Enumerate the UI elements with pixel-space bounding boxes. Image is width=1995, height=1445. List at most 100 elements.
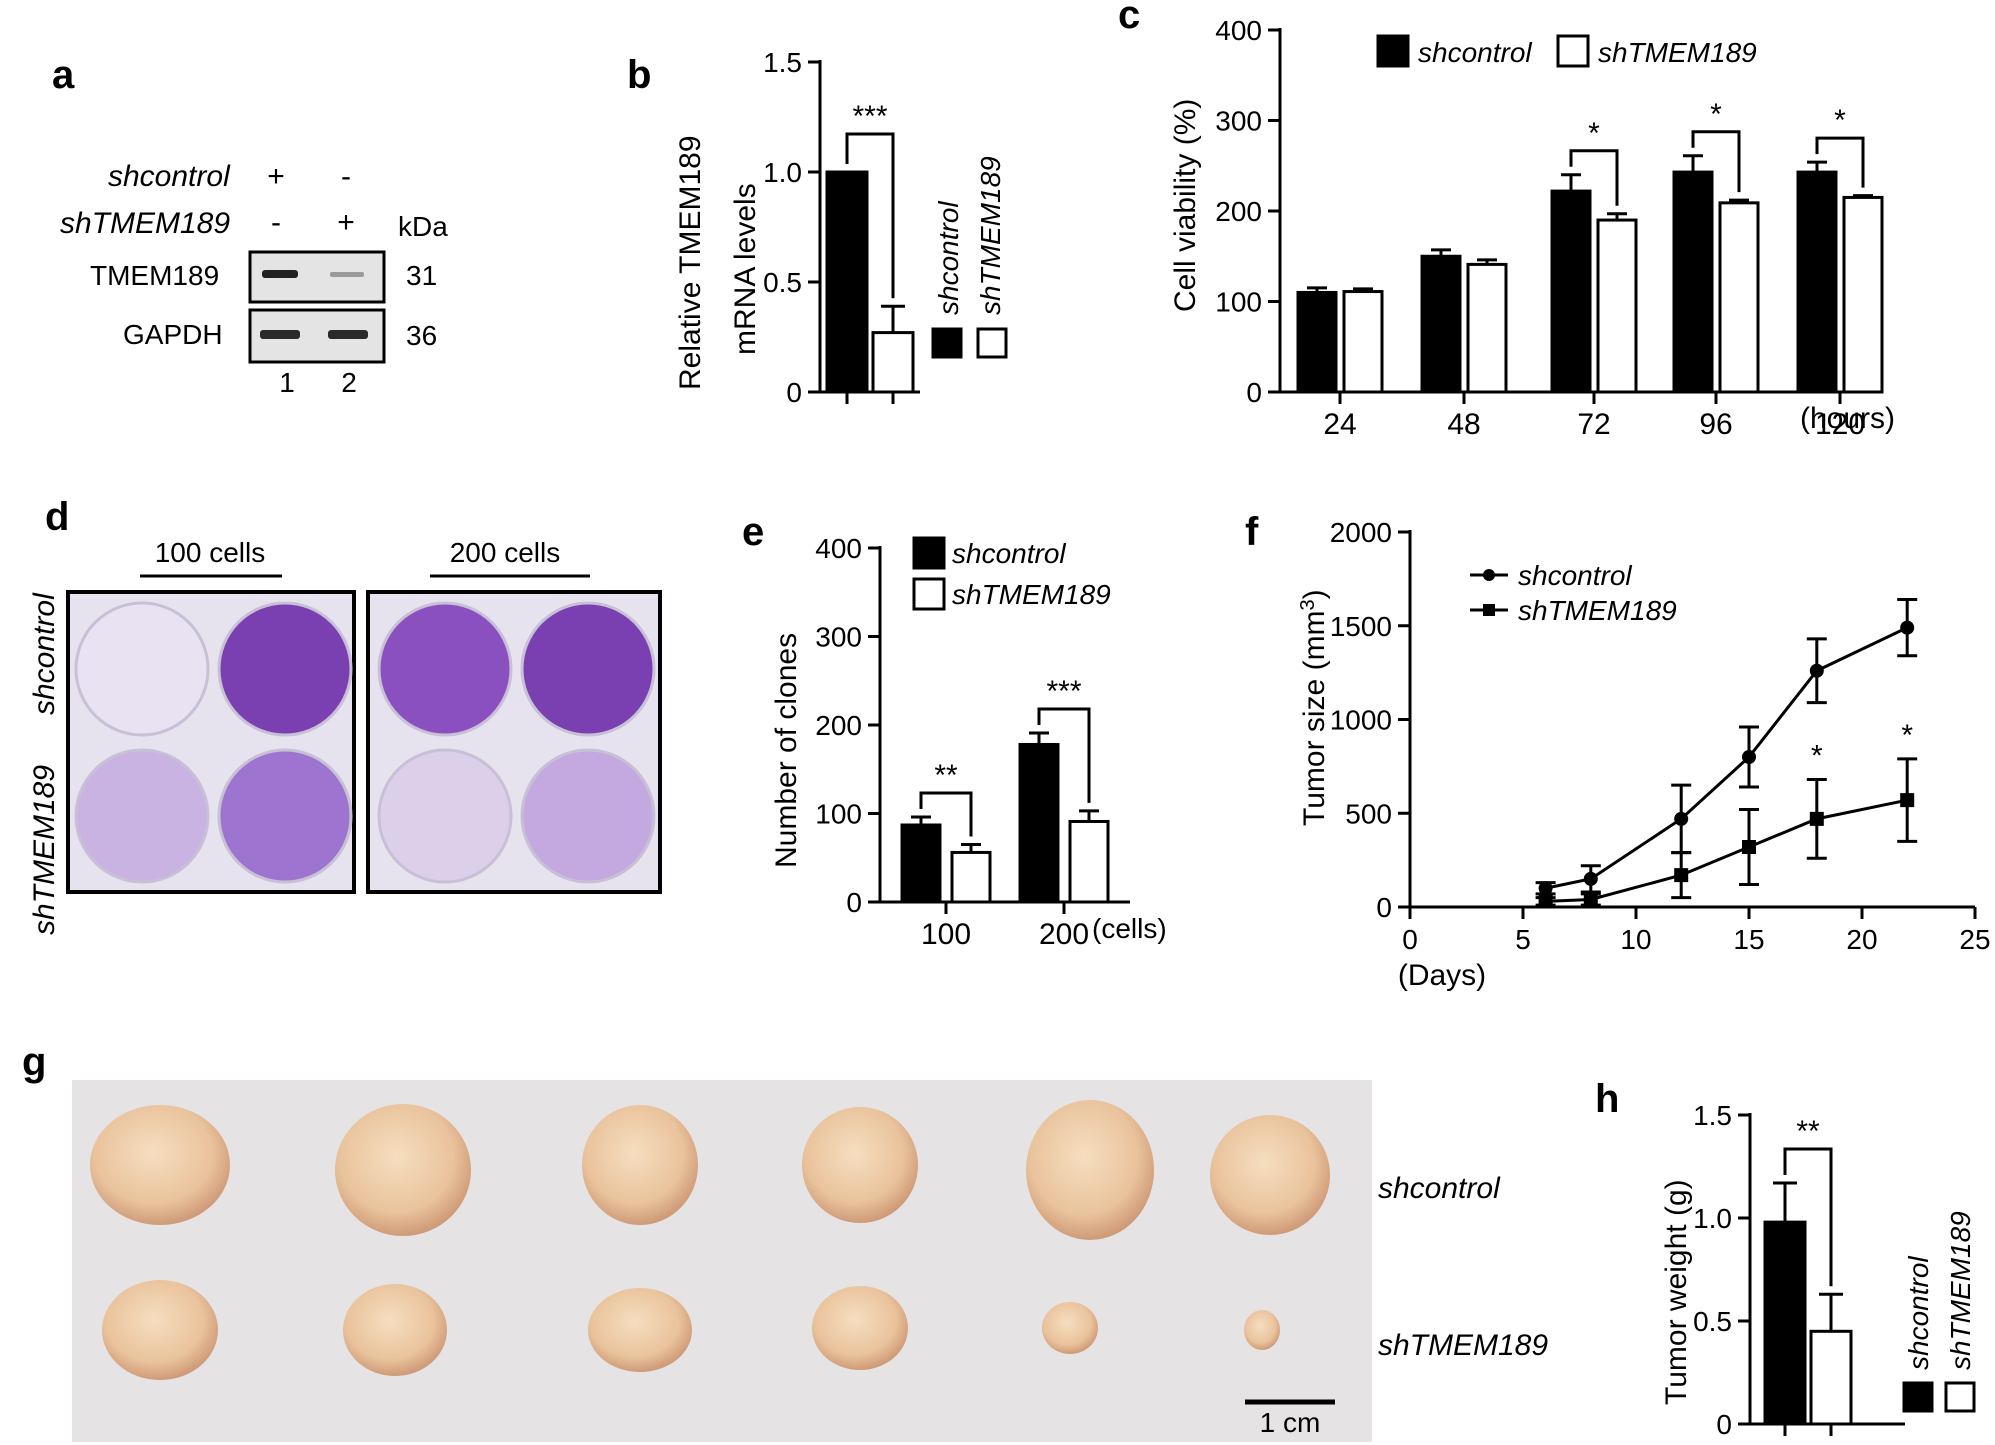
chart-b-legend-swatch-shtmem189 bbox=[976, 327, 1008, 359]
chart-f-point-shTMEM189 bbox=[1809, 811, 1824, 826]
chart-c-bar-shcontrol bbox=[1672, 170, 1714, 394]
kda-36: 36 bbox=[406, 320, 437, 351]
chart-b-y-tick-label: 1.0 bbox=[763, 157, 802, 188]
chart-e-sig-bracket bbox=[1037, 707, 1091, 803]
lane1-mark-row1: + bbox=[267, 160, 285, 193]
chart-e-x-tick-label: 200 bbox=[1039, 918, 1089, 951]
band-gapdh-lane1 bbox=[260, 330, 300, 339]
colony-header-200: 200 cells bbox=[450, 537, 561, 568]
chart-e-sig-label: *** bbox=[1046, 675, 1081, 708]
chart-c-bar-shTMEM189 bbox=[1842, 195, 1884, 394]
chart-c-sig-label: * bbox=[1588, 117, 1600, 150]
panel-label-e: e bbox=[742, 510, 764, 554]
well-200-shtmem189-2 bbox=[520, 748, 656, 884]
chart-c-legend-shcontrol: shcontrol bbox=[1418, 37, 1532, 68]
chart-f-point-shcontrol bbox=[1583, 871, 1598, 886]
chart-c-x-tick-label: 48 bbox=[1447, 408, 1480, 441]
chart-b-y-tick-label: 0.5 bbox=[763, 267, 802, 298]
chart-c-xunit: (hours) bbox=[1800, 402, 1895, 435]
chart-h-y-tick-label: 0.5 bbox=[1693, 1306, 1732, 1337]
tumor-shtmem189-3 bbox=[588, 1288, 692, 1372]
band-tmem189-lane1 bbox=[262, 270, 298, 278]
chart-b-legend-swatch-shcontrol bbox=[931, 327, 963, 359]
colony-plate-100 bbox=[66, 590, 356, 894]
chart-c-bar-shTMEM189 bbox=[1342, 290, 1384, 394]
kda-31: 31 bbox=[406, 260, 437, 291]
chart-e-bar-shTMEM189 bbox=[1068, 819, 1110, 904]
chart-c-legend-shtmem189: shTMEM189 bbox=[1598, 37, 1757, 68]
colony-plate-200 bbox=[366, 590, 662, 894]
chart-c-y-tick-label: 400 bbox=[1215, 15, 1262, 46]
tumor-shcontrol-6 bbox=[1210, 1115, 1330, 1235]
panel-label-b: b bbox=[627, 53, 651, 97]
chart-h-sig-bracket bbox=[1783, 1147, 1833, 1287]
panel-label-g: g bbox=[22, 1040, 46, 1084]
chart-c-bar-shcontrol bbox=[1420, 254, 1462, 394]
chart-c-x-tick-label: 120 bbox=[1815, 408, 1865, 441]
chart-e-y-tick-label: 0 bbox=[846, 887, 862, 918]
tumor-shcontrol-2 bbox=[335, 1104, 471, 1236]
chart-c-sig-bracket bbox=[1691, 130, 1741, 193]
chart-e-y-tick-label: 400 bbox=[815, 533, 862, 564]
chart-h-y-tick-label: 0 bbox=[1716, 1409, 1732, 1440]
panel-label-a: a bbox=[52, 53, 75, 97]
lane-number-2: 2 bbox=[341, 367, 357, 398]
tumor-shcontrol-5 bbox=[1026, 1100, 1154, 1240]
chart-h-legend-swatch-shcontrol bbox=[1902, 1381, 1934, 1413]
tumor-shtmem189-5 bbox=[1042, 1302, 1098, 1354]
lane-number-1: 1 bbox=[279, 367, 295, 398]
chart-f-y-tick-label: 500 bbox=[1345, 798, 1392, 829]
chart-e-legend-swatch-shcontrol bbox=[912, 536, 946, 570]
chart-b-bar-shTMEM189 bbox=[871, 331, 915, 394]
chart-b-sig-bracket bbox=[845, 132, 895, 299]
chart-e-y-tick-label: 200 bbox=[815, 710, 862, 741]
chart-f-y-tick-label: 1000 bbox=[1330, 705, 1392, 736]
tumor-shcontrol-4 bbox=[802, 1107, 918, 1223]
band-tmem189-lane2 bbox=[330, 272, 364, 277]
tumor-shcontrol-1 bbox=[90, 1105, 230, 1225]
chart-c-bar-shcontrol bbox=[1296, 290, 1338, 394]
chart-b-ylabel-line1: Relative TMEM189 bbox=[674, 135, 707, 390]
chart-c-x-tick-label: 24 bbox=[1323, 408, 1356, 441]
chart-h-bar-shcontrol bbox=[1763, 1220, 1807, 1426]
chart-f-point-shTMEM189 bbox=[1538, 894, 1553, 909]
chart-e-legend-shtmem189: shTMEM189 bbox=[952, 579, 1111, 610]
chart-c-y-tick-label: 200 bbox=[1215, 196, 1262, 227]
chart-b-sig-label: *** bbox=[852, 100, 887, 133]
panel-label-c: c bbox=[1118, 0, 1140, 37]
chart-f-point-shcontrol bbox=[1674, 811, 1689, 826]
well-100-shtmem189-2 bbox=[217, 748, 353, 884]
chart-c-sig-label: * bbox=[1834, 104, 1846, 137]
chart-f-point-shcontrol bbox=[1900, 620, 1915, 635]
chart-c-y-tick-label: 0 bbox=[1246, 377, 1262, 408]
chart-c-sig-bracket bbox=[1815, 136, 1865, 188]
chart-c-bar-shTMEM189 bbox=[1596, 218, 1638, 394]
tumor-shtmem189-6 bbox=[1244, 1310, 1280, 1350]
chart-b-legend-shcontrol: shcontrol bbox=[933, 201, 964, 315]
tumor-shtmem189-2 bbox=[343, 1284, 447, 1376]
chart-h-y-tick-label: 1.0 bbox=[1693, 1203, 1732, 1234]
chart-c-legend-swatch-shcontrol bbox=[1376, 34, 1410, 68]
chart-f-x-tick-label: 0 bbox=[1402, 924, 1418, 955]
chart-b-y-tick-label: 0 bbox=[786, 377, 802, 408]
chart-h-legend-swatch-shtmem189 bbox=[1944, 1381, 1976, 1413]
chart-f-point-shTMEM189 bbox=[1674, 868, 1689, 883]
chart-b: 0 0.5 1.0 1.5 *** bbox=[763, 47, 920, 408]
chart-e: 0 100 200 300 400 100 ** 200 *** bbox=[815, 533, 1130, 951]
chart-e-bar-shcontrol bbox=[900, 823, 942, 904]
chart-h: 0 0.5 1.0 1.5 ** bbox=[1693, 1100, 1905, 1440]
chart-c-bar-shcontrol bbox=[1796, 170, 1838, 394]
chart-e-x-tick-label: 100 bbox=[921, 918, 971, 951]
colony-header-100: 100 cells bbox=[155, 537, 266, 568]
chart-c: 0 100 200 300 400 24 48 72 * 96 * 120 * bbox=[1215, 15, 1884, 441]
chart-f-y-tick-label: 1500 bbox=[1330, 611, 1392, 642]
lane2-mark-row1: - bbox=[341, 160, 351, 193]
kda-label: kDa bbox=[398, 211, 448, 242]
blot-label-shcontrol: shcontrol bbox=[108, 160, 231, 193]
chart-c-x-tick-label: 96 bbox=[1699, 408, 1732, 441]
scale-bar-label: 1 cm bbox=[1260, 1407, 1321, 1438]
chart-h-sig-label: ** bbox=[1796, 1115, 1820, 1148]
chart-h-legend-shcontrol: shcontrol bbox=[1903, 1256, 1934, 1370]
chart-f-point-shcontrol bbox=[1809, 663, 1824, 678]
